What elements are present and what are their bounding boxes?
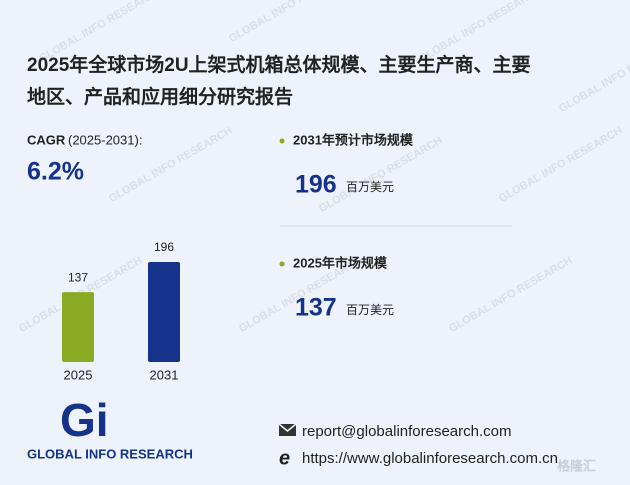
cagr-period: (2025-2031): bbox=[68, 132, 142, 147]
website: https://www.globalinforesearch.com.cn bbox=[302, 450, 558, 467]
market-unit: 百万美元 bbox=[346, 303, 394, 317]
web-icon: e bbox=[279, 447, 290, 469]
data-label: 196 bbox=[154, 240, 174, 254]
mail-icon-flap bbox=[278, 423, 297, 432]
bar bbox=[62, 292, 94, 362]
corner-watermark: 格隆汇 bbox=[557, 458, 596, 473]
market-title: 2025年市场规模 bbox=[293, 255, 388, 270]
cagr-value: 6.2% bbox=[27, 158, 84, 186]
bullet bbox=[279, 261, 285, 267]
bullet bbox=[279, 138, 285, 144]
market-value: 137 bbox=[295, 294, 337, 322]
market-value: 196 bbox=[295, 171, 337, 199]
logo-mark: Gi bbox=[60, 394, 109, 446]
bar bbox=[148, 262, 180, 362]
bar-chart: 137 2025 196 2031 bbox=[62, 240, 180, 382]
x-tick-label: 2025 bbox=[64, 367, 93, 382]
data-label: 137 bbox=[68, 270, 88, 284]
logo-name: GLOBAL INFO RESEARCH bbox=[27, 446, 193, 461]
market-unit: 百万美元 bbox=[346, 180, 394, 194]
cagr-label: CAGR bbox=[27, 132, 66, 147]
x-tick-label: 2031 bbox=[150, 367, 179, 382]
market-title: 2031年预计市场规模 bbox=[293, 132, 414, 147]
title-line: 地区、产品和应用细分研究报告 bbox=[27, 85, 293, 108]
email: report@globalinforesearch.com bbox=[302, 423, 512, 440]
title-line: 2025年全球市场2U上架式机箱总体规模、主要生产商、主要 bbox=[27, 53, 531, 76]
